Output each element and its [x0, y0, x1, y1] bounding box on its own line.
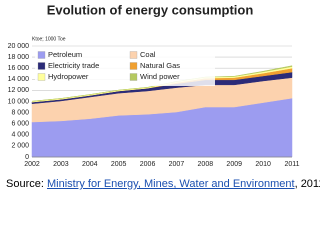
y-tick-label: 12 000 [8, 87, 30, 94]
legend-swatch [37, 73, 46, 81]
y-tick-label: 0 [25, 154, 29, 161]
y-tick-label: 20 000 [8, 43, 30, 50]
y-tick-label: 16 000 [8, 65, 30, 72]
x-tick-label: 2002 [24, 161, 40, 168]
legend-label: Hydropower [48, 72, 89, 81]
source: Source: Ministry for Energy, Mines, Wate… [6, 178, 320, 190]
legend-label: Wind power [140, 72, 180, 81]
y-axis-label: Ktoe; 1000 Toe [32, 36, 66, 42]
x-tick-label: 2005 [111, 161, 127, 168]
legend-label: Coal [140, 50, 156, 59]
y-tick-label: 4 000 [11, 132, 29, 139]
chart-title: Evolution of energy consumption [47, 2, 254, 17]
y-tick-label: 18 000 [8, 54, 30, 61]
legend-swatch [129, 62, 138, 70]
x-tick-label: 2010 [255, 161, 271, 168]
x-tick-label: 2009 [226, 161, 242, 168]
x-tick-label: 2006 [140, 161, 156, 168]
y-tick-label: 6 000 [11, 121, 29, 128]
source-prefix: Source: [6, 178, 44, 190]
legend-label: Petroleum [48, 50, 82, 59]
legend-box [35, 50, 215, 86]
y-tick-label: 14 000 [8, 76, 30, 83]
x-tick-label: 2007 [169, 161, 185, 168]
x-tick-label: 2003 [53, 161, 69, 168]
x-tick-label: 2008 [198, 161, 214, 168]
area [31, 65, 293, 102]
legend-swatch [129, 73, 138, 81]
source-suffix: , 2011 [294, 178, 320, 190]
legend-swatch [37, 62, 46, 70]
x-tick-label: 2004 [82, 161, 98, 168]
legend-swatch [37, 51, 46, 59]
chart: Evolution of energy consumption Ktoe; 10… [8, 2, 300, 168]
y-tick-label: 8 000 [11, 109, 29, 116]
y-tick-label: 10 000 [8, 98, 30, 105]
page: Evolution of energy consumption Ktoe; 10… [6, 2, 320, 190]
legend-label: Natural Gas [140, 61, 180, 70]
legend-label: Electricity trade [48, 61, 99, 70]
y-tick-label: 2 000 [11, 143, 29, 150]
source-link[interactable]: Ministry for Energy, Mines, Water and En… [46, 178, 295, 190]
legend-swatch [129, 51, 138, 59]
x-tick-label: 2011 [284, 161, 299, 168]
